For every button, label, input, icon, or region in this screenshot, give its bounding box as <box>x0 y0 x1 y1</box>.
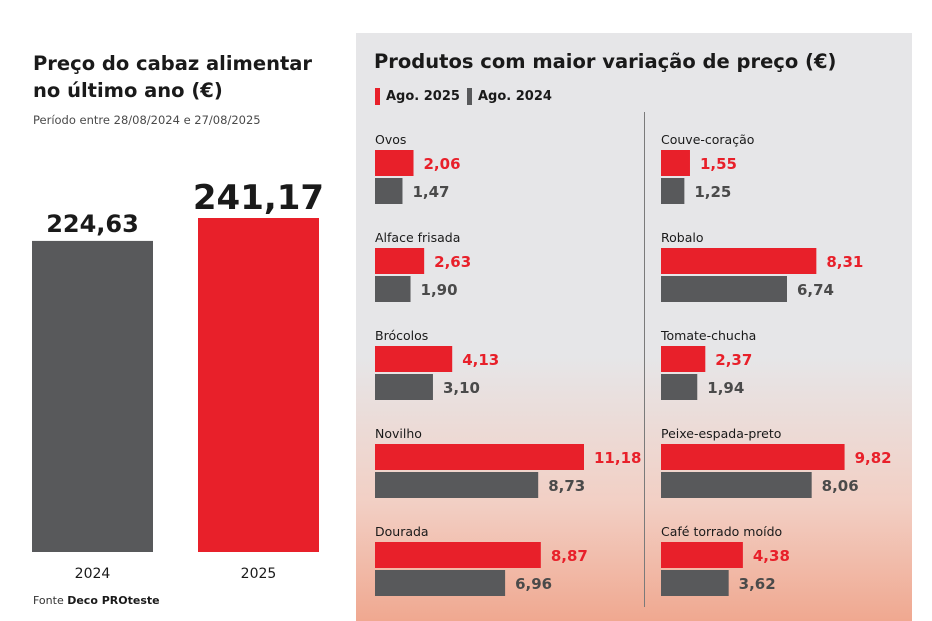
category-label-tomate-chucha: Tomate-chucha <box>660 328 756 343</box>
x-tick-2024: 2024 <box>75 566 111 582</box>
bar-2024-brocolos <box>375 374 433 400</box>
bar-2025 <box>198 218 319 552</box>
value-2024-alface-frisada: 1,90 <box>421 281 458 299</box>
cabaz-chart-subtitle: Período entre 28/08/2024 e 27/08/2025 <box>33 113 261 127</box>
value-2025-dourada: 8,87 <box>551 547 588 565</box>
value-2025-cafe-torrado-moido: 4,38 <box>753 547 790 565</box>
legend-item-2025: Ago. 2025 <box>375 88 460 105</box>
value-2024-ovos: 1,47 <box>412 183 449 201</box>
category-label-alface-frisada: Alface frisada <box>375 230 460 245</box>
value-2024-peixe-espada-preto: 8,06 <box>822 477 859 495</box>
bar-2024-cafe-torrado-moido <box>661 570 729 596</box>
bar-2025-tomate-chucha <box>661 346 706 372</box>
category-label-novilho: Novilho <box>375 426 422 441</box>
value-2024-cafe-torrado-moido: 3,62 <box>739 575 776 593</box>
value-2025-novilho: 11,18 <box>594 449 641 467</box>
category-label-dourada: Dourada <box>375 524 429 539</box>
products-panel <box>356 33 912 621</box>
category-label-cafe-torrado-moido: Café torrado moído <box>661 524 782 539</box>
legend-swatch-2025 <box>375 88 380 105</box>
bar-2024 <box>32 240 153 552</box>
value-2025-robalo: 8,31 <box>826 253 863 271</box>
value-2025-tomate-chucha: 2,37 <box>715 351 752 369</box>
bar-2024-ovos <box>375 178 403 204</box>
bar-2024-tomate-chucha <box>661 374 698 400</box>
legend-swatch-2024 <box>467 88 472 105</box>
value-2025-peixe-espada-preto: 9,82 <box>855 449 892 467</box>
cabaz-bar-chart: 224,63 2024 241,17 2025 <box>32 178 324 582</box>
panel-divider <box>644 112 645 607</box>
category-label-ovos: Ovos <box>375 132 406 147</box>
bar-value-2024: 224,63 <box>46 210 139 238</box>
legend-label-2025: Ago. 2025 <box>386 89 460 104</box>
category-label-robalo: Robalo <box>661 230 704 245</box>
bar-value-2025: 241,17 <box>193 178 324 218</box>
value-2024-novilho: 8,73 <box>548 477 585 495</box>
cabaz-chart-title: Preço do cabaz alimentar no último ano (… <box>33 52 313 102</box>
category-label-brocolos: Brócolos <box>375 328 428 343</box>
category-label-peixe-espada-preto: Peixe-espada-preto <box>661 426 781 441</box>
value-2025-brocolos: 4,13 <box>462 351 499 369</box>
bar-2025-alface-frisada <box>375 248 425 274</box>
bar-2024-alface-frisada <box>375 276 411 302</box>
bar-2025-robalo <box>661 248 817 274</box>
products-chart-title: Produtos com maior variação de preço (€) <box>374 50 837 73</box>
value-2024-couve-coracao: 1,25 <box>694 183 731 201</box>
bar-2024-couve-coracao <box>661 178 685 204</box>
source-note: Fonte Deco PROteste <box>33 594 160 607</box>
bar-2024-dourada <box>375 570 506 596</box>
bar-2025-couve-coracao <box>661 150 690 176</box>
value-2025-alface-frisada: 2,63 <box>434 253 471 271</box>
source-prefix: Fonte <box>33 594 68 607</box>
value-2024-dourada: 6,96 <box>515 575 552 593</box>
bar-2024-novilho <box>375 472 539 498</box>
bar-2025-brocolos <box>375 346 453 372</box>
x-tick-2025: 2025 <box>241 566 277 582</box>
value-2025-couve-coracao: 1,55 <box>700 155 737 173</box>
bar-2025-dourada <box>375 542 541 568</box>
value-2024-robalo: 6,74 <box>797 281 834 299</box>
bar-2025-peixe-espada-preto <box>661 444 845 470</box>
bar-2025-ovos <box>375 150 414 176</box>
bar-2025-cafe-torrado-moido <box>661 542 743 568</box>
bar-2024-peixe-espada-preto <box>661 472 812 498</box>
value-2025-ovos: 2,06 <box>424 155 461 173</box>
legend-item-2024: Ago. 2024 <box>467 88 552 105</box>
legend-label-2024: Ago. 2024 <box>478 89 552 104</box>
bar-2025-novilho <box>375 444 584 470</box>
source-name: Deco PROteste <box>67 594 160 607</box>
value-2024-brocolos: 3,10 <box>443 379 480 397</box>
bar-2024-robalo <box>661 276 787 302</box>
value-2024-tomate-chucha: 1,94 <box>707 379 744 397</box>
category-label-couve-coracao: Couve-coração <box>661 132 754 147</box>
